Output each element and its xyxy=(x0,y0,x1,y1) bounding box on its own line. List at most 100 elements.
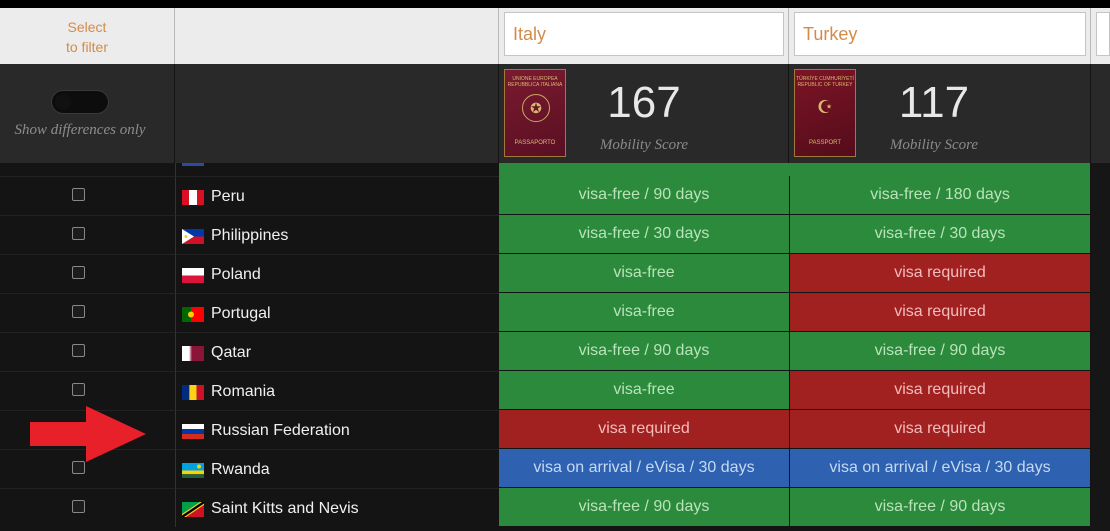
italy-visa-cell: visa-free xyxy=(499,371,789,409)
italy-passport-image: UNIONE EUROPEA REPUBBLICA ITALIANA ✪ PAS… xyxy=(504,69,566,157)
turkey-visa-cell: visa required xyxy=(789,371,1090,409)
row-checkbox[interactable] xyxy=(72,266,85,279)
select-to-filter-cell: Select to filter xyxy=(0,8,175,64)
row-select-cell xyxy=(0,332,175,371)
row-checkbox[interactable] xyxy=(72,383,85,396)
italy-visa-cell: visa-free xyxy=(499,293,789,331)
italy-visa-cell: visa-free / 30 days xyxy=(499,215,789,253)
table-row: Peru visa-free / 90 days visa-free / 180… xyxy=(0,176,1110,215)
rwanda-flag xyxy=(182,463,204,478)
romania-flag xyxy=(182,385,204,400)
partial-turkey-cell xyxy=(789,163,1090,176)
turkey-passport-cover-bottom: PASSPORT xyxy=(808,140,842,146)
table-row: Qatar visa-free / 90 days visa-free / 90… xyxy=(0,332,1110,371)
third-column-strip xyxy=(1091,163,1110,531)
italy-visa-cell: visa-free / 90 days xyxy=(499,332,789,370)
country1-filter-cell xyxy=(499,8,789,64)
row-select-cell xyxy=(0,488,175,527)
row-checkbox[interactable] xyxy=(72,305,85,318)
turkey-mobility-score: 117 xyxy=(898,78,970,127)
turkey-visa-cell: visa-free / 180 days xyxy=(789,176,1090,214)
country-name: Peru xyxy=(211,188,245,205)
italy-passport-cover-top: UNIONE EUROPEA REPUBBLICA ITALIANA xyxy=(507,76,563,88)
country-name: Qatar xyxy=(211,344,252,361)
poland-flag xyxy=(182,268,204,283)
country-cell: Saint Kitts and Nevis xyxy=(175,488,499,527)
select-label-line1: Select xyxy=(67,19,107,35)
country-name: Saint Kitts and Nevis xyxy=(211,500,359,517)
italy-visa-cell: visa required xyxy=(499,410,789,448)
country-cell: Poland xyxy=(175,254,499,293)
peru-flag xyxy=(182,190,204,205)
row-checkbox[interactable] xyxy=(72,227,85,240)
passport-header-row: Show differences only UNIONE EUROPEA REP… xyxy=(0,64,1110,163)
row-checkbox[interactable] xyxy=(72,344,85,357)
country-cell: Portugal xyxy=(175,293,499,332)
turkey-mobility-score-label: Mobility Score xyxy=(889,137,979,153)
country-name: Philippines xyxy=(211,227,289,244)
country-cell: Russian Federation xyxy=(175,410,499,449)
row-select-cell xyxy=(0,371,175,410)
country-cell: Rwanda xyxy=(175,449,499,488)
italy-mobility-score-label: Mobility Score xyxy=(599,137,689,153)
row-select-cell xyxy=(0,254,175,293)
turkey-passport-image: TÜRKİYE CUMHURİYETİ REPUBLIC OF TURKEY ☪… xyxy=(794,69,856,157)
row-select-cell xyxy=(0,215,175,254)
select-to-filter-label: Select to filter xyxy=(0,8,174,57)
turkey-visa-cell: visa required xyxy=(789,293,1090,331)
country-name: Poland xyxy=(211,266,261,283)
turkey-visa-cell: visa on arrival / eVisa / 30 days xyxy=(789,449,1090,487)
country-name: Russian Federation xyxy=(211,422,350,439)
filter-row: Select to filter xyxy=(0,8,1110,64)
header-empty-cell xyxy=(175,64,499,163)
row-select-cell xyxy=(0,293,175,332)
crescent-star-icon: ☪ xyxy=(816,97,834,117)
toggle-knob xyxy=(55,94,71,110)
partial-country-cell xyxy=(175,163,499,176)
italy-visa-cell: visa-free / 90 days xyxy=(499,488,789,526)
country-name: Rwanda xyxy=(211,461,270,478)
turkey-visa-cell: visa-free / 30 days xyxy=(789,215,1090,253)
philippines-flag xyxy=(182,229,204,244)
top-bar xyxy=(0,0,1110,8)
show-differences-label: Show differences only xyxy=(14,122,146,138)
country-filter-empty-cell xyxy=(175,8,499,64)
saint-kitts-flag xyxy=(182,502,204,517)
turkey-visa-cell: visa required xyxy=(789,254,1090,292)
table-row: Philippines visa-free / 30 days visa-fre… xyxy=(0,215,1110,254)
table-row: Saint Kitts and Nevis visa-free / 90 day… xyxy=(0,488,1110,527)
red-arrow-icon xyxy=(30,406,146,462)
italy-mobility-score: 167 xyxy=(607,78,681,127)
italy-visa-cell: visa-free xyxy=(499,254,789,292)
row-checkbox[interactable] xyxy=(72,188,85,201)
country2-input[interactable] xyxy=(794,12,1086,56)
italy-emblem-icon: ✪ xyxy=(522,94,550,122)
table-row: Russian Federation visa required visa re… xyxy=(0,410,1110,449)
turkey-visa-cell: visa-free / 90 days xyxy=(789,332,1090,370)
country3-filter-cell xyxy=(1091,8,1110,64)
table-row: Portugal visa-free visa required xyxy=(0,293,1110,332)
country2-filter-cell xyxy=(789,8,1091,64)
partial-italy-cell xyxy=(499,163,789,176)
row-checkbox[interactable] xyxy=(72,500,85,513)
row-select-cell xyxy=(0,176,175,215)
select-label-line2: to filter xyxy=(65,39,108,55)
italy-visa-cell: visa-free / 90 days xyxy=(499,176,789,214)
row-checkbox[interactable] xyxy=(72,461,85,474)
country-cell: Romania xyxy=(175,371,499,410)
table-row: Romania visa-free visa required xyxy=(0,371,1110,410)
country-cell: Qatar xyxy=(175,332,499,371)
passport2-header: TÜRKİYE CUMHURİYETİ REPUBLIC OF TURKEY ☪… xyxy=(789,64,1091,163)
partial-row xyxy=(0,163,1110,176)
country-cell: Philippines xyxy=(175,215,499,254)
portugal-flag xyxy=(182,307,204,322)
russia-flag xyxy=(182,424,204,439)
toggle-cell: Show differences only xyxy=(0,64,175,163)
italy-passport-cover-bottom: PASSAPORTO xyxy=(514,140,556,146)
show-differences-toggle[interactable] xyxy=(51,90,109,114)
country1-input[interactable] xyxy=(504,12,784,56)
partial-flag xyxy=(182,163,204,166)
country3-input[interactable] xyxy=(1096,12,1110,56)
table-row: Poland visa-free visa required xyxy=(0,254,1110,293)
turkey-visa-cell: visa required xyxy=(789,410,1090,448)
